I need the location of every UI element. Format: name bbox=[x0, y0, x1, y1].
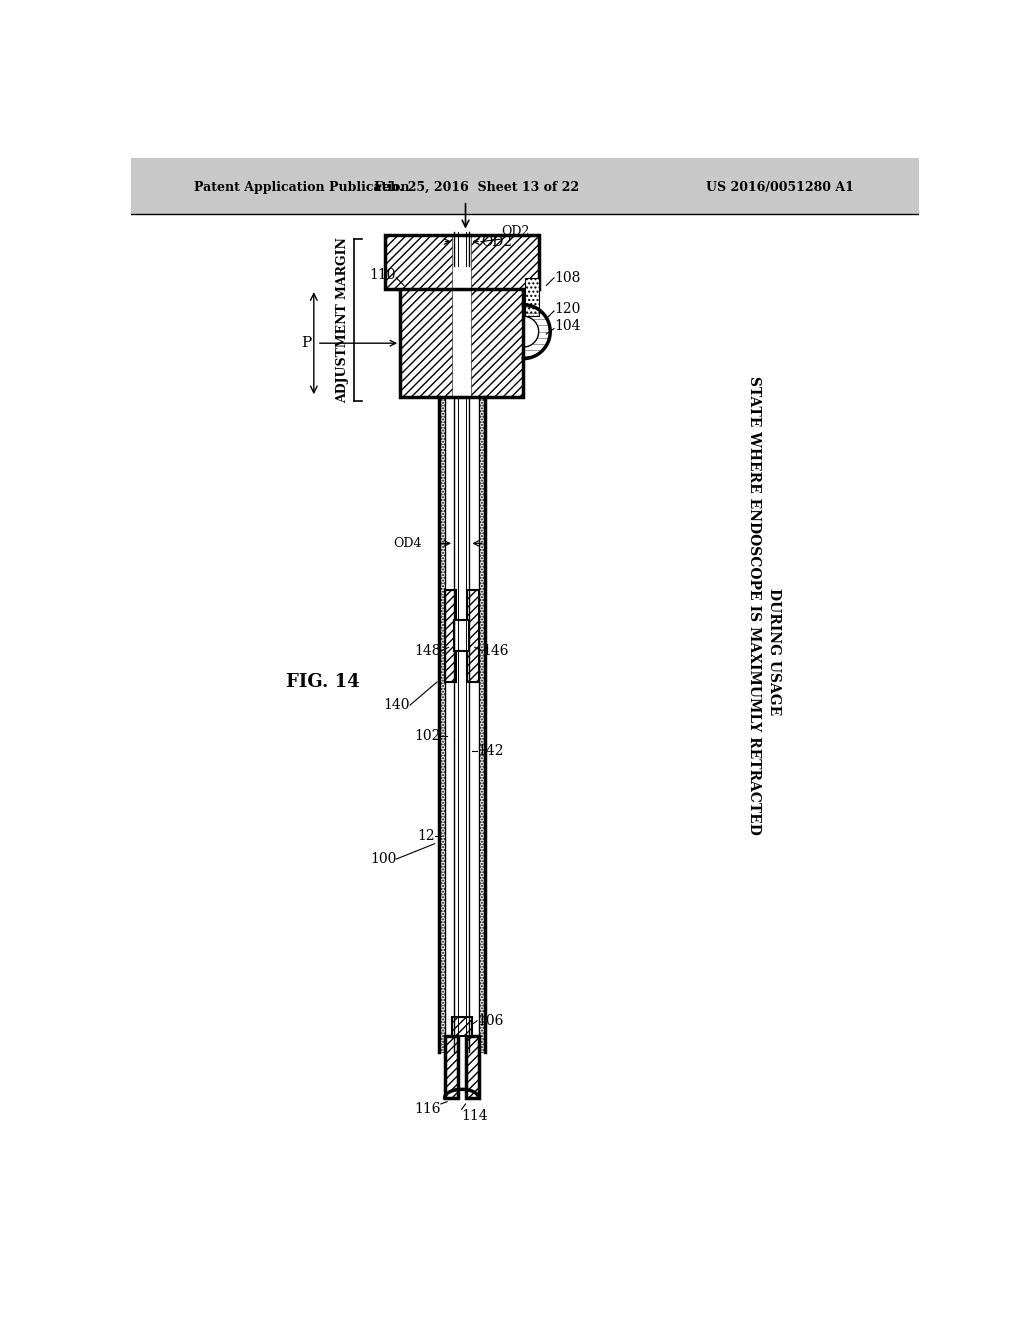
Bar bbox=[444, 1036, 458, 1098]
Bar bbox=[444, 590, 457, 682]
Bar bbox=[444, 1036, 458, 1098]
Text: 148: 148 bbox=[415, 644, 441, 659]
Bar bbox=[385, 235, 539, 289]
Bar bbox=[444, 590, 457, 682]
Text: 140: 140 bbox=[384, 698, 410, 711]
Text: 102: 102 bbox=[415, 729, 441, 743]
Bar bbox=[524, 277, 539, 317]
Bar bbox=[400, 267, 453, 397]
Text: DURING USAGE: DURING USAGE bbox=[767, 587, 780, 715]
Text: 116: 116 bbox=[415, 1102, 441, 1115]
Text: 110: 110 bbox=[370, 268, 396, 282]
Bar bbox=[478, 397, 484, 1052]
Bar bbox=[467, 590, 478, 682]
Bar bbox=[385, 235, 453, 289]
Text: 146: 146 bbox=[482, 644, 509, 659]
Text: 142: 142 bbox=[477, 744, 504, 758]
Bar bbox=[466, 1036, 478, 1098]
Text: Feb. 25, 2016  Sheet 13 of 22: Feb. 25, 2016 Sheet 13 of 22 bbox=[375, 181, 580, 194]
Bar bbox=[400, 267, 523, 397]
Text: 120: 120 bbox=[554, 301, 581, 315]
Text: 114: 114 bbox=[462, 1109, 488, 1123]
Bar bbox=[452, 1016, 472, 1036]
Text: STATE WHERE ENDOSCOPE IS MAXIMUMLY RETRACTED: STATE WHERE ENDOSCOPE IS MAXIMUMLY RETRA… bbox=[748, 376, 761, 834]
Text: US 2016/0051280 A1: US 2016/0051280 A1 bbox=[707, 181, 854, 194]
Text: Patent Application Publication: Patent Application Publication bbox=[194, 181, 410, 194]
Bar bbox=[471, 267, 523, 397]
Text: 12: 12 bbox=[417, 829, 435, 843]
Text: FIG. 14: FIG. 14 bbox=[287, 673, 359, 690]
Text: OD2: OD2 bbox=[481, 235, 512, 248]
Text: 104: 104 bbox=[554, 319, 581, 333]
Text: OD4: OD4 bbox=[393, 537, 422, 550]
Text: 108: 108 bbox=[554, 271, 581, 285]
Bar bbox=[466, 1036, 478, 1098]
Bar bbox=[131, 158, 920, 214]
Bar bbox=[524, 277, 539, 317]
Text: 100: 100 bbox=[370, 853, 396, 866]
Text: 106: 106 bbox=[477, 1014, 504, 1028]
Text: ADJUSTMENT MARGIN: ADJUSTMENT MARGIN bbox=[336, 238, 349, 403]
Text: P: P bbox=[301, 337, 311, 350]
Bar bbox=[452, 1016, 472, 1036]
Bar bbox=[438, 397, 444, 1052]
Bar bbox=[454, 620, 469, 651]
Bar bbox=[471, 235, 539, 289]
Text: OD2: OD2 bbox=[502, 224, 530, 238]
Bar bbox=[467, 590, 478, 682]
